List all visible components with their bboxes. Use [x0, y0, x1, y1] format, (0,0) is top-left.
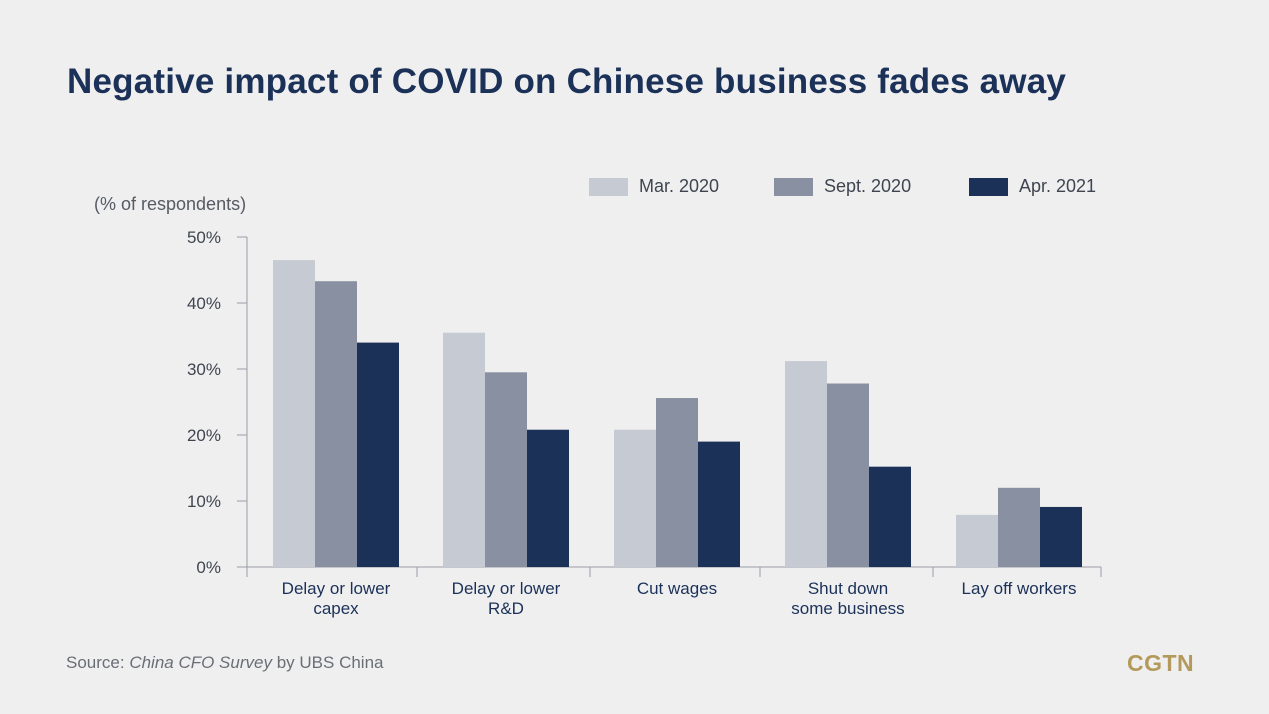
source-note: Source: China CFO Survey by UBS China — [66, 653, 383, 673]
legend-swatch-sept-2020 — [774, 177, 813, 196]
bar-sept-2020-cat-2 — [656, 398, 698, 567]
bar-apr-2021-cat-2 — [698, 441, 740, 567]
bar-apr-2021-cat-0 — [357, 342, 399, 567]
bar-mar-2020-cat-2 — [614, 429, 656, 567]
bar-sept-2020-cat-0 — [315, 281, 357, 567]
bar-sept-2020-cat-4 — [998, 487, 1040, 567]
y-tick-label: 20% — [187, 426, 221, 445]
legend-item-sept-2020: Sept. 2020 — [774, 176, 911, 197]
bar-apr-2021-cat-4 — [1040, 506, 1082, 567]
chart-category-labels: Delay or lower capex Delay or lower R&D Cut … — [282, 579, 1077, 618]
x-category-label: Delay or lower capex — [282, 579, 391, 618]
x-category-label: Delay or lower R&D — [452, 579, 561, 618]
legend-label-mar-2020: Mar. 2020 — [639, 176, 720, 196]
bar-mar-2020-cat-3 — [785, 361, 827, 567]
legend-swatch-mar-2020 — [589, 177, 628, 196]
x-category-label: Lay off workers — [962, 579, 1077, 598]
chart-bars — [273, 260, 1082, 567]
x-category-label: Cut wages — [637, 579, 717, 598]
legend-label-sept-2020: Sept. 2020 — [824, 176, 912, 196]
bar-mar-2020-cat-4 — [956, 514, 998, 567]
bar-sept-2020-cat-1 — [485, 372, 527, 567]
cgtn-logo: CGTN — [1127, 650, 1195, 676]
bar-sept-2020-cat-3 — [827, 383, 869, 567]
legend-swatch-apr-2021 — [969, 177, 1008, 196]
source-suffix: by UBS China — [271, 653, 384, 672]
y-tick-label: 10% — [187, 492, 221, 511]
bar-mar-2020-cat-1 — [443, 332, 485, 567]
legend-item-mar-2020: Mar. 2020 — [589, 176, 719, 197]
y-tick-label: 30% — [187, 360, 221, 379]
y-tick-label: 0% — [196, 558, 221, 577]
y-tick-label: 50% — [187, 228, 221, 247]
bar-apr-2021-cat-3 — [869, 466, 911, 567]
bar-apr-2021-cat-1 — [527, 429, 569, 567]
bar-mar-2020-cat-0 — [273, 260, 315, 567]
source-survey-name: China CFO Survey — [129, 653, 272, 672]
y-tick-label: 40% — [187, 294, 221, 313]
x-category-label: Shut down some business — [791, 579, 904, 618]
source-prefix: Source: — [66, 653, 130, 672]
chart-title: Negative impact of COVID on Chinese busi… — [67, 62, 1067, 101]
chart-legend: Mar. 2020 Sept. 2020 Apr. 2021 — [0, 176, 1269, 200]
y-axis-unit-label: (% of respondents) — [94, 194, 247, 214]
legend-label-apr-2021: Apr. 2021 — [1019, 176, 1097, 196]
legend-item-apr-2021: Apr. 2021 — [969, 176, 1096, 197]
